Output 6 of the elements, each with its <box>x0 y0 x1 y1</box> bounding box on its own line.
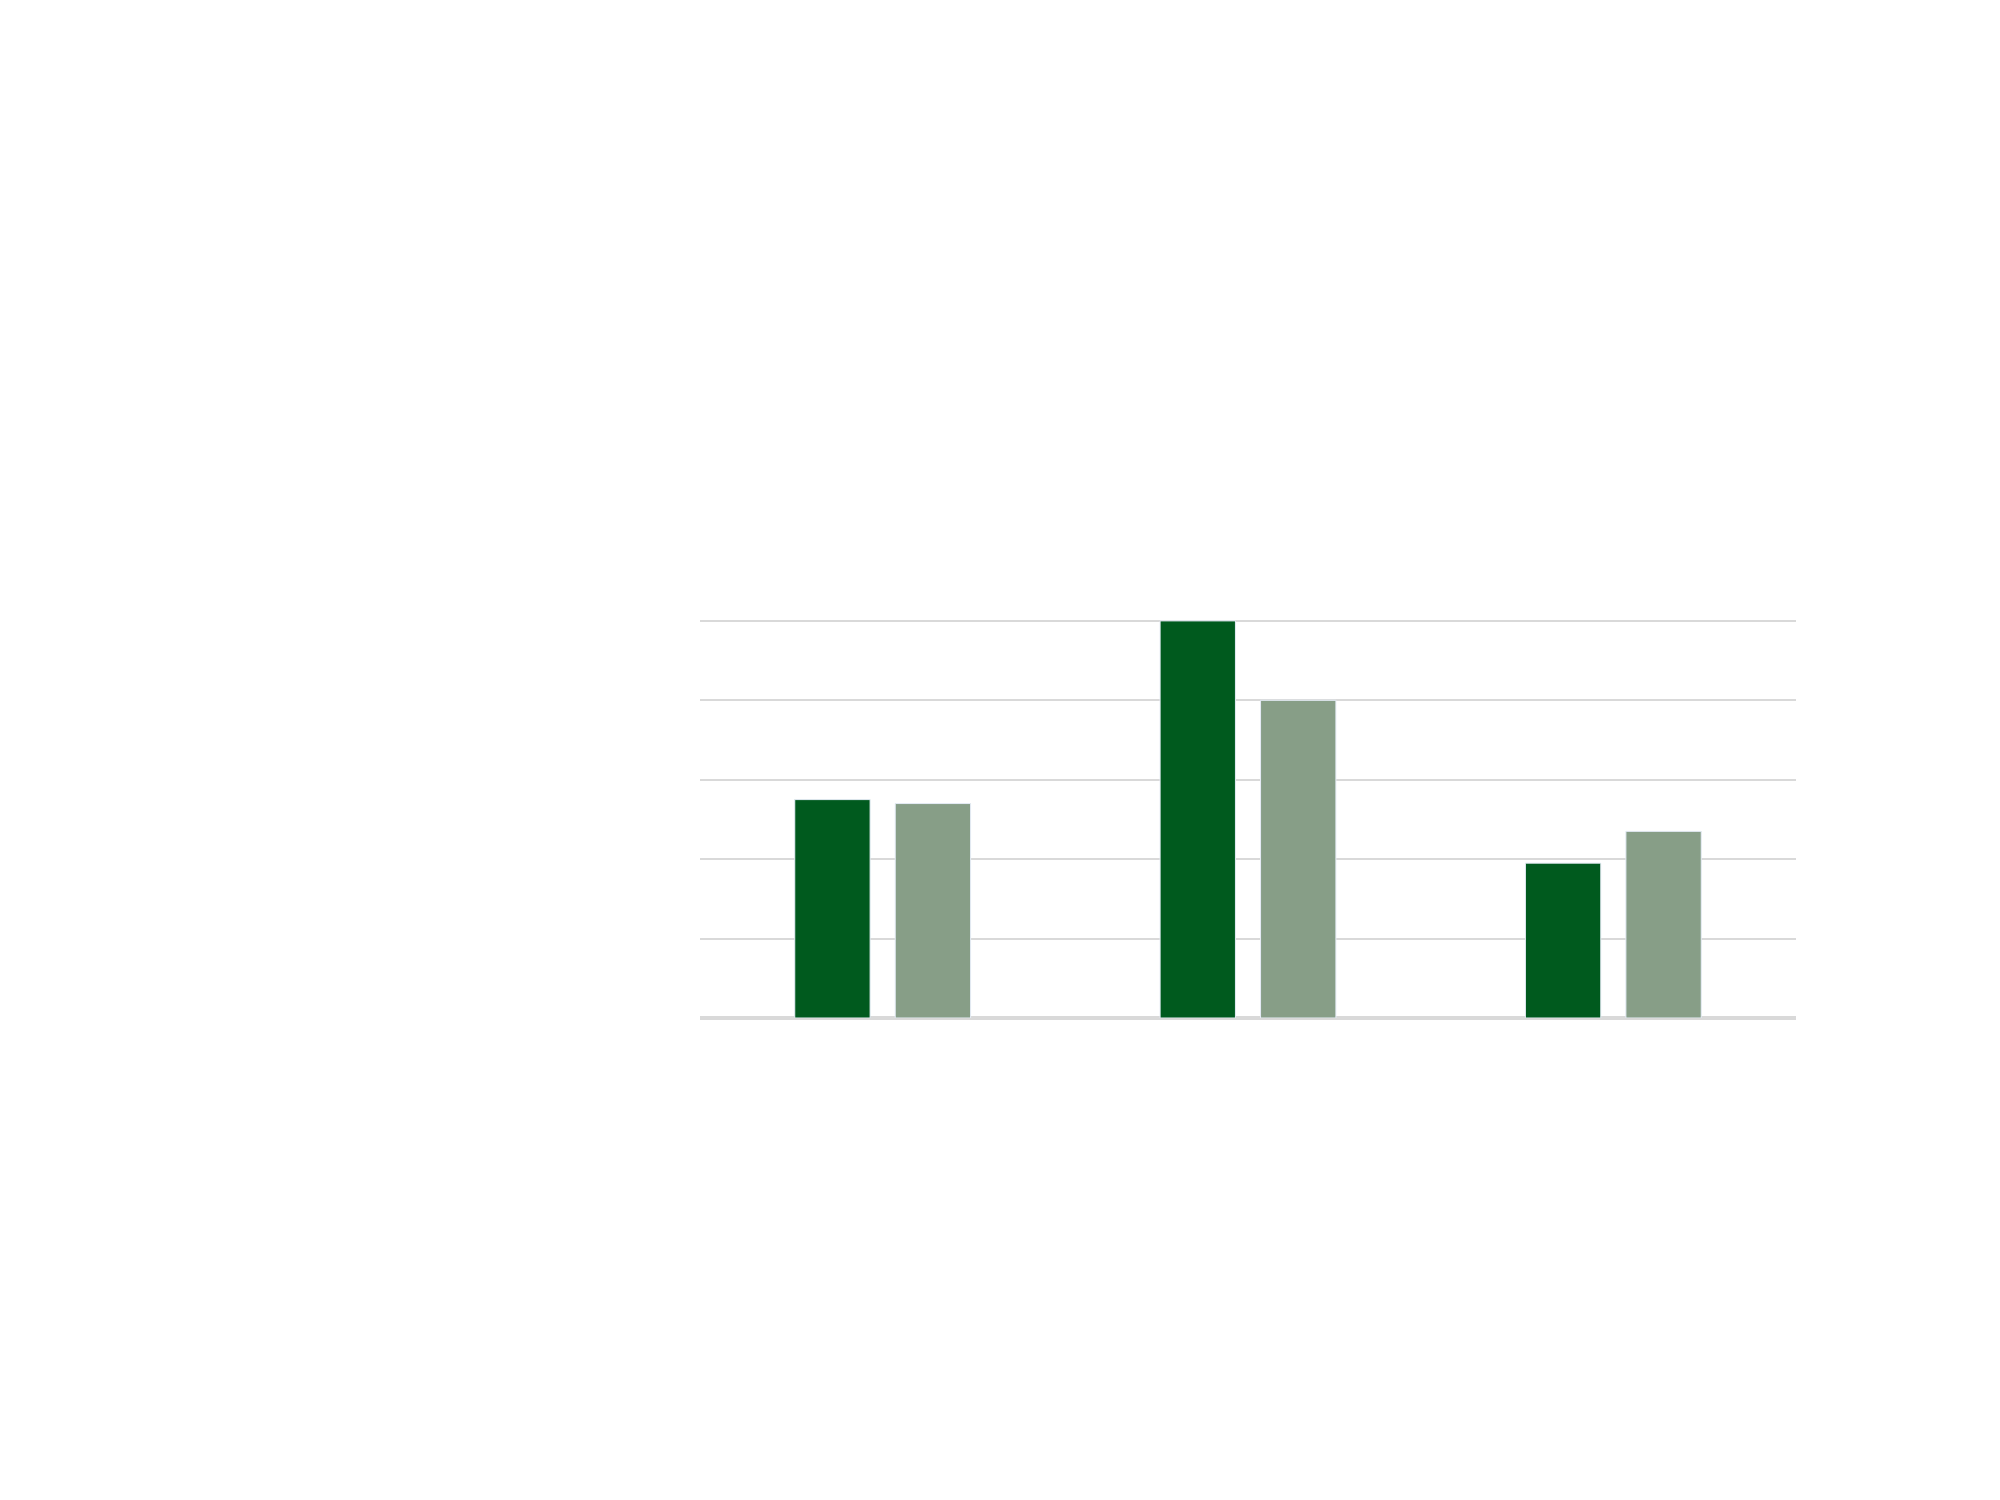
bar <box>1625 830 1702 1018</box>
bar <box>1260 699 1337 1018</box>
bar <box>894 803 972 1018</box>
bar <box>1159 620 1236 1018</box>
bar <box>794 799 871 1018</box>
bar <box>1524 862 1602 1018</box>
